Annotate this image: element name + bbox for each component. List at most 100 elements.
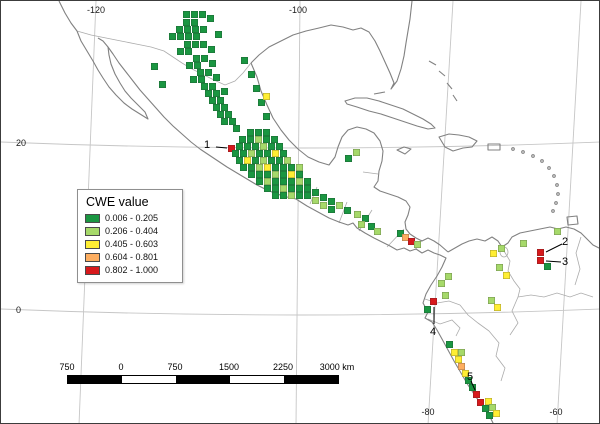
grid-cell [183,19,190,26]
grid-cell [268,143,275,150]
scalebar-tick-label: 3000 km [319,362,355,372]
grid-cell [296,178,303,185]
annotation-label: 3 [562,256,569,268]
border-south-america [424,236,594,382]
coastline-baja-california [76,30,149,120]
grid-cell [248,71,255,78]
grid-cell [186,62,193,69]
grid-cell [288,171,295,178]
grid-cell [248,164,255,171]
grid-cell [241,57,248,64]
grid-cell [280,185,287,192]
grid-cell [263,129,270,136]
grid-cell [193,55,200,62]
grid-cell [197,69,204,76]
grid-cell [280,192,287,199]
grid-cell [209,60,216,67]
grid-cell [190,76,197,83]
grid-cell [490,250,497,257]
grid-cell [451,349,458,356]
grid-cell [446,341,453,348]
grid-cell [217,97,224,104]
grid-cell [296,171,303,178]
grid-cell [353,149,360,156]
grid-cell [221,104,228,111]
coastline-us-gulf-florida [250,1,413,90]
grid-cell [184,41,191,48]
grid-cell [205,90,212,97]
grid-cell [320,202,327,209]
grid-cell [176,26,183,33]
coastline-south-america-caribbean [447,226,599,253]
grid-cell [252,143,259,150]
grid-cell [362,215,369,222]
axis-label-bottom: -60 [549,407,563,417]
grid-cell [253,85,260,92]
grid-cell [229,118,236,125]
grid-cell [272,192,279,199]
grid-cell [336,202,343,209]
grid-cell [192,26,199,33]
grid-cell [280,164,287,171]
grid-cell [264,164,271,171]
grid-cell [473,391,480,398]
grid-cell [554,228,561,235]
grid-cell [263,136,270,143]
grid-cell [247,136,254,143]
grid-cell [304,185,311,192]
grid-cell [520,240,527,247]
grid-cell [498,245,505,252]
grid-cell [209,97,216,104]
grid-cell [462,370,469,377]
legend-swatch [85,213,100,223]
annotation-label: 5 [467,371,474,383]
scalebar-segment [68,376,122,383]
grid-cell [217,111,224,118]
grid-cell [256,150,263,157]
grid-cell [284,157,291,164]
grid-cell [489,404,496,411]
grid-cell [276,157,283,164]
grid-cell [194,62,201,69]
annotation-label: 4 [430,326,437,338]
grid-cell [255,129,262,136]
grid-cell [312,197,319,204]
grid-cell [442,292,449,299]
grid-cell [494,304,501,311]
grid-cell [438,280,445,287]
grid-cell [485,398,492,405]
grid-cell [486,412,493,419]
legend-entry: 0.206 - 0.404 [85,226,175,236]
legend-entry-label: 0.405 - 0.603 [105,239,159,249]
grid-cell [200,26,207,33]
grid-cell [272,171,279,178]
grid-cell [240,164,247,171]
grid-cell [263,93,270,100]
scalebar-bar [67,375,339,384]
grid-cell [488,297,495,304]
grid-cell [159,81,166,88]
grid-cell [255,136,262,143]
grid-cell [248,150,255,157]
grid-cell [184,26,191,33]
grid-cell [544,263,551,270]
scalebar-tick-label: 750 [59,362,75,372]
grid-cell [272,178,279,185]
islands-bahamas [428,60,458,102]
gridline-meridian-100 [295,1,301,423]
grid-cell [236,143,243,150]
grid-cell [260,157,267,164]
grid-cell [402,234,409,241]
grid-cell [414,241,421,248]
grid-cell [201,55,208,62]
grid-cell [264,178,271,185]
grid-cell [537,257,544,264]
grid-cell [191,19,198,26]
gridline-meridian-80 [427,1,454,423]
grid-cell [272,150,279,157]
coastline-florida-keys [373,91,386,95]
grid-cell [209,83,216,90]
grid-cell [469,384,476,391]
grid-cell [213,74,220,81]
